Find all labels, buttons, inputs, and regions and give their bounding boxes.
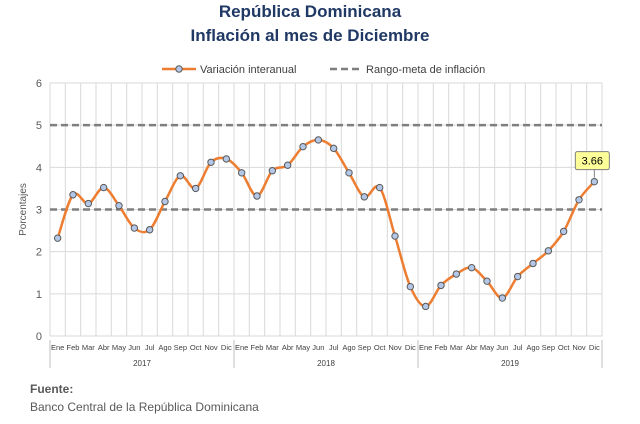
- x-tick-label: Ene: [51, 343, 64, 352]
- data-point: [590, 177, 599, 186]
- x-tick-label: Ago: [342, 343, 355, 352]
- y-tick-label: 6: [36, 78, 42, 90]
- x-tick-label: Jun: [496, 343, 508, 352]
- data-point: [391, 232, 399, 240]
- x-tick-label: Dic: [405, 343, 416, 352]
- data-point: [406, 282, 415, 291]
- x-tick-label: Feb: [435, 343, 448, 352]
- data-point: [176, 172, 185, 180]
- year-label: 2017: [133, 359, 151, 368]
- x-tick-label: May: [112, 343, 126, 352]
- data-point: [253, 192, 261, 200]
- x-tick-label: Abr: [282, 343, 294, 352]
- data-point: [437, 281, 445, 290]
- data-point: [84, 199, 93, 208]
- x-tick-label: Ago: [526, 343, 539, 352]
- y-tick-label: 5: [36, 120, 42, 132]
- x-tick-label: Nov: [388, 343, 402, 352]
- x-tick-label: Feb: [67, 343, 80, 352]
- legend-label: Variación interanual: [200, 64, 296, 76]
- x-tick-label: Sep: [358, 343, 371, 352]
- legend-swatch-marker: [175, 65, 183, 73]
- data-point: [268, 167, 277, 175]
- x-tick-label: Jul: [329, 343, 339, 352]
- data-point: [529, 259, 537, 268]
- x-tick-label: May: [296, 343, 310, 352]
- data-point: [237, 169, 246, 177]
- x-tick-label: Sep: [542, 343, 555, 352]
- x-tick-label: Dic: [221, 343, 232, 352]
- x-tick-label: Mar: [82, 343, 95, 352]
- callout-box: [574, 151, 610, 171]
- year-label: 2018: [317, 359, 335, 368]
- data-point: [345, 169, 353, 177]
- data-point: [314, 136, 323, 144]
- data-point: [99, 183, 108, 192]
- x-tick-label: Sep: [174, 343, 187, 352]
- y-tick-label: 1: [36, 289, 42, 301]
- data-point: [191, 184, 200, 193]
- x-tick-label: Jul: [145, 343, 155, 352]
- data-point: [375, 183, 384, 192]
- x-tick-label: Nov: [572, 343, 586, 352]
- y-axis-label: Porcentajes: [18, 183, 29, 236]
- source-text: Banco Central de la República Dominicana: [30, 400, 259, 414]
- legend-label: Rango-meta de inflación: [366, 64, 485, 76]
- data-point: [161, 197, 169, 206]
- chart-subtitle: Inflación al mes de Diciembre: [190, 26, 430, 45]
- data-point: [130, 224, 139, 232]
- data-point: [452, 270, 461, 278]
- data-point: [299, 142, 307, 151]
- x-tick-label: Nov: [204, 343, 218, 352]
- data-point: [207, 158, 215, 166]
- data-point: [421, 302, 430, 311]
- x-tick-label: Mar: [450, 343, 463, 352]
- x-tick-label: Oct: [374, 343, 387, 352]
- y-tick-label: 0: [36, 331, 42, 343]
- x-tick-label: May: [480, 343, 494, 352]
- x-tick-label: Mar: [266, 343, 279, 352]
- data-point: [53, 234, 62, 242]
- data-point: [145, 226, 154, 234]
- x-tick-label: Jun: [128, 343, 140, 352]
- x-tick-label: Ene: [419, 343, 432, 352]
- data-point: [69, 191, 77, 199]
- data-point: [483, 277, 491, 285]
- x-tick-label: Ago: [158, 343, 171, 352]
- x-tick-label: Feb: [251, 343, 264, 352]
- data-point: [559, 227, 568, 236]
- x-tick-label: Jun: [312, 343, 324, 352]
- data-point: [283, 161, 292, 169]
- data-point: [360, 193, 369, 201]
- callout-label: 3.66: [582, 156, 603, 168]
- source-label: Fuente:: [30, 382, 74, 396]
- data-point: [467, 263, 476, 272]
- x-tick-label: Dic: [589, 343, 600, 352]
- data-point: [513, 272, 522, 281]
- chart-title: República Dominicana: [218, 2, 402, 21]
- y-tick-label: 4: [36, 162, 42, 174]
- year-label: 2019: [501, 359, 519, 368]
- x-tick-label: Abr: [98, 343, 110, 352]
- data-point: [222, 155, 231, 163]
- y-tick-label: 2: [36, 247, 42, 259]
- x-tick-label: Oct: [558, 343, 571, 352]
- data-point: [498, 294, 507, 302]
- x-tick-label: Oct: [190, 343, 203, 352]
- data-point: [115, 202, 123, 210]
- x-tick-label: Jul: [513, 343, 523, 352]
- data-point: [329, 144, 338, 153]
- data-point: [544, 247, 553, 255]
- data-point: [575, 196, 583, 204]
- x-tick-label: Ene: [235, 343, 248, 352]
- x-tick-label: Abr: [466, 343, 478, 352]
- y-tick-label: 3: [36, 205, 42, 217]
